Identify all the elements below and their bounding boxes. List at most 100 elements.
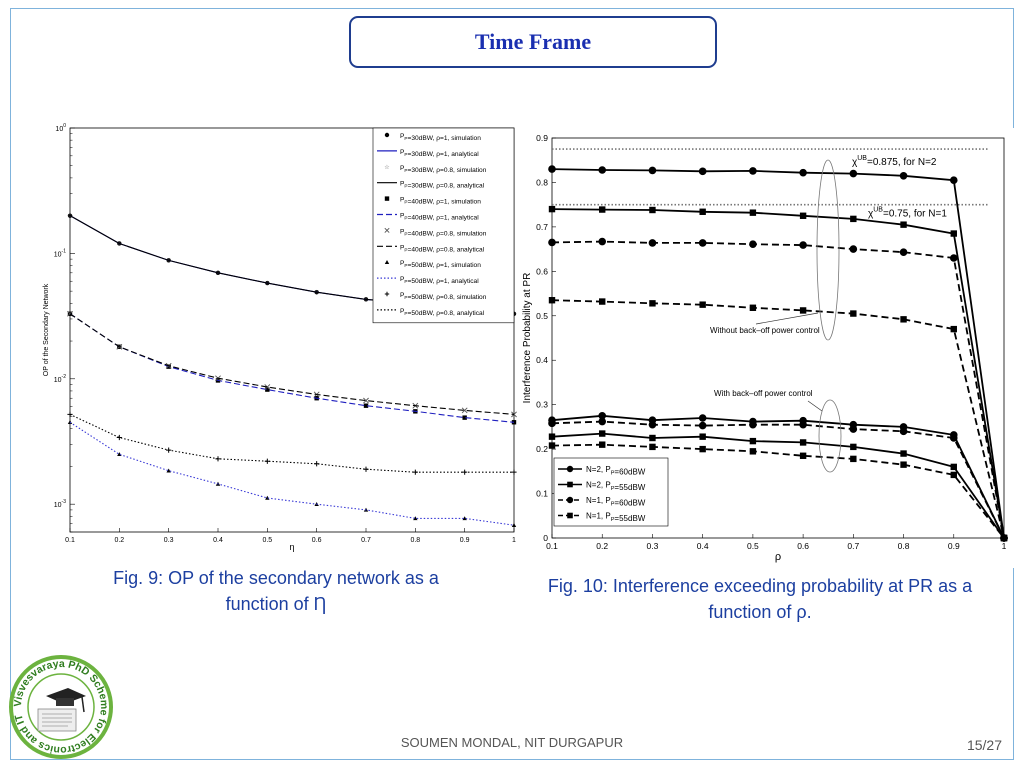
data-point xyxy=(363,403,369,408)
data-point xyxy=(649,443,656,451)
series-line xyxy=(69,421,515,526)
x-tick-label: 0.2 xyxy=(114,537,124,544)
annotation-arrow xyxy=(755,312,819,325)
data-point xyxy=(949,434,958,442)
data-point xyxy=(900,316,907,323)
data-point xyxy=(412,469,418,475)
legend-label: N=2, PP=55dBW xyxy=(586,481,646,492)
y-axis-label: OP of the Secondary Network xyxy=(43,283,50,376)
x-tick-label: 0.1 xyxy=(65,537,75,544)
legend-label: PP=40dBW, ρ=1, analytical xyxy=(400,213,479,222)
legend-marker xyxy=(566,496,574,504)
data-point xyxy=(648,166,657,175)
data-point xyxy=(799,212,807,219)
x-tick-label: 0.7 xyxy=(361,537,371,544)
caption-fig10: Fig. 10: Interference exceeding probabil… xyxy=(520,573,1000,625)
data-point xyxy=(699,445,706,453)
data-point xyxy=(749,304,757,311)
data-point xyxy=(749,240,757,249)
page-number: 15/27 xyxy=(966,737,1002,753)
data-point xyxy=(949,176,958,185)
x-tick-label: 0.4 xyxy=(213,537,223,544)
data-point xyxy=(548,419,556,428)
data-point xyxy=(850,443,857,451)
y-tick-label: 10-3 xyxy=(54,499,66,509)
chart-fig9-svg: ☆☆☆☆☆☆☆☆☆☆ 0.10.20.30.40.50.60.70.80.911… xyxy=(40,118,522,554)
x-tick-label: 0.9 xyxy=(460,537,470,544)
legend: N=2, PP=60dBW N=2, PP=55dBW N=1, PP=60dBW N… xyxy=(553,457,669,527)
data-point xyxy=(899,248,908,257)
data-point xyxy=(799,452,807,459)
x-tick-label: 0.7 xyxy=(847,541,859,551)
legend-label: N=1, PP=55dBW xyxy=(586,512,646,523)
data-point xyxy=(413,516,418,521)
annotation-text: With back–off power control xyxy=(714,389,813,398)
data-point xyxy=(699,208,706,215)
legend-marker xyxy=(384,260,390,264)
data-point xyxy=(461,407,468,414)
data-point xyxy=(599,298,606,305)
data-point xyxy=(598,237,607,246)
data-point xyxy=(548,297,556,304)
x-axis-label: η xyxy=(289,542,294,552)
data-point xyxy=(799,439,807,446)
y-tick-label: 10-1 xyxy=(54,248,66,258)
data-point xyxy=(599,441,606,448)
data-point xyxy=(699,301,706,308)
legend-label: PP=30dBW, ρ=1, analytical xyxy=(400,149,479,158)
x-tick-label: 0.1 xyxy=(546,541,558,551)
data-point xyxy=(265,495,270,500)
data-point xyxy=(648,239,657,247)
data-point xyxy=(799,168,807,177)
y-tick-label: 100 xyxy=(55,123,66,133)
series-line xyxy=(551,208,1005,539)
legend-marker xyxy=(567,481,573,488)
y-tick-label: 0.8 xyxy=(536,177,548,187)
legend-label: PP=50dBW, ρ=1, analytical xyxy=(400,276,479,285)
series-line xyxy=(69,313,515,415)
y-tick-label: 0.5 xyxy=(536,311,548,321)
legend-marker xyxy=(566,465,574,473)
legend-box xyxy=(372,127,515,324)
data-point xyxy=(799,420,807,429)
data-point xyxy=(698,239,707,247)
x-tick-label: 0.6 xyxy=(312,537,322,544)
y-tick-label: 0.6 xyxy=(536,266,548,276)
data-point xyxy=(599,430,606,437)
data-point xyxy=(749,209,757,216)
legend-marker xyxy=(567,512,573,519)
data-point xyxy=(749,420,757,429)
x-tick-label: 0.3 xyxy=(647,541,659,551)
data-point xyxy=(949,254,958,262)
data-point xyxy=(548,165,556,173)
data-point xyxy=(950,230,957,237)
data-point xyxy=(749,167,757,175)
legend-label: PP=50dBW, ρ=0.8, simulation xyxy=(400,292,487,301)
legend-label: PP=50dBW, ρ=0.8, analytical xyxy=(400,308,485,317)
data-point xyxy=(900,450,907,457)
data-point xyxy=(849,425,858,433)
visvesvaraya-logo: Visvesvaraya PhD Scheme for Electronics … xyxy=(9,655,113,759)
data-point xyxy=(363,397,369,404)
data-point xyxy=(849,245,858,253)
annotation-arrow xyxy=(807,400,823,412)
data-point xyxy=(648,420,657,429)
x-tick-label: 0.8 xyxy=(410,537,420,544)
legend-label: PP=30dBW, ρ=0.8, analytical xyxy=(400,181,485,190)
y-tick-label: 10-2 xyxy=(54,374,66,384)
legend-label: N=2, PP=60dBW xyxy=(586,465,646,476)
x-tick-label: 0.4 xyxy=(697,541,709,551)
series-line xyxy=(551,299,1005,539)
data-point xyxy=(548,205,556,213)
series-line xyxy=(551,414,1005,539)
data-point xyxy=(548,433,556,440)
data-point xyxy=(67,411,73,417)
legend-label: N=1, PP=60dBW xyxy=(586,496,646,507)
y-tick-label: 0.3 xyxy=(536,400,548,410)
legend-marker xyxy=(384,291,390,297)
x-tick-label: 0.5 xyxy=(262,537,272,544)
data-point xyxy=(899,171,908,180)
legend-label: PP=30dBW, ρ=1, simulation xyxy=(400,133,481,142)
data-point xyxy=(950,325,957,333)
